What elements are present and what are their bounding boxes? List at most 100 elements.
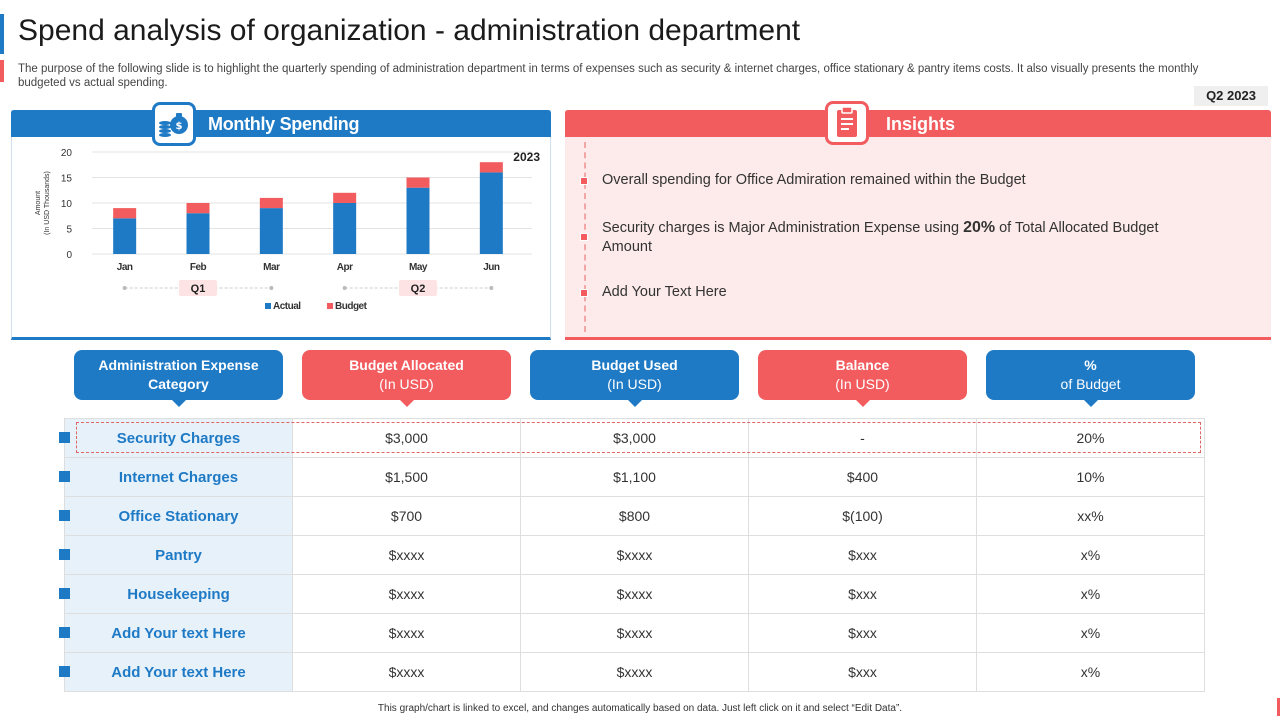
chart-bar-budget bbox=[259, 197, 283, 209]
budget-used-cell: $xxxx bbox=[520, 613, 749, 653]
chart-group-dot bbox=[122, 286, 127, 290]
chart-legend-swatch bbox=[265, 303, 271, 309]
clipboard-icon bbox=[825, 101, 869, 145]
insight-item: Add Your Text Here bbox=[602, 283, 1162, 302]
insight-bullet bbox=[580, 233, 588, 241]
chart-y-axis-label: Amount bbox=[35, 191, 42, 215]
chart-y-tick-label: 10 bbox=[61, 199, 73, 210]
row-marker bbox=[59, 627, 70, 638]
insight-bullet bbox=[580, 177, 588, 185]
expense-table: Security Charges $3,000 $3,000 - 20% Int… bbox=[64, 418, 1205, 692]
table-row: Add Your text Here $xxxx $xxxx $xxx x% bbox=[64, 652, 1205, 692]
insight-text: Add Your Text Here bbox=[602, 284, 727, 300]
budget-used-cell: $800 bbox=[520, 496, 749, 536]
monthly-spending-title: Monthly Spending bbox=[208, 114, 360, 134]
monthly-spending-chart: 2023 0 5 10 15 20 Amount (In USD Thousands) Jan F… bbox=[35, 148, 540, 312]
chart-bar-budget bbox=[186, 203, 210, 214]
category-cell: Housekeeping bbox=[64, 574, 293, 614]
chart-group-label: Q1 bbox=[191, 283, 206, 295]
chart-year-label: 2023 bbox=[513, 150, 540, 164]
percent-budget-cell: 10% bbox=[976, 457, 1205, 497]
balance-cell: $xxx bbox=[748, 535, 977, 575]
column-header-sub: of Budget bbox=[1060, 376, 1121, 392]
insight-text: Overall spending for Office Admiration r… bbox=[602, 172, 1026, 188]
corner-accent bbox=[1277, 698, 1280, 716]
chart-x-tick-label: Apr bbox=[337, 262, 353, 273]
percent-budget-cell: x% bbox=[976, 613, 1205, 653]
table-row: Office Stationary $700 $800 $(100) xx% bbox=[64, 496, 1205, 536]
chart-y-tick-label: 0 bbox=[66, 250, 72, 261]
insight-highlight-value: 20% bbox=[963, 219, 996, 236]
table-row: Add Your text Here $xxxx $xxxx $xxx x% bbox=[64, 613, 1205, 653]
chart-group-badge bbox=[399, 280, 437, 296]
chart-bar-budget bbox=[333, 192, 357, 203]
insight-item: Security charges is Major Administration… bbox=[602, 218, 1162, 257]
insights-title: Insights bbox=[886, 114, 956, 134]
budget-used-cell: $xxxx bbox=[520, 652, 749, 692]
chart-y-tick-label: 5 bbox=[66, 225, 72, 236]
insights-panel: Insights Overall spending for Office Adm… bbox=[565, 101, 1271, 340]
percent-budget-cell: x% bbox=[976, 652, 1205, 692]
percent-budget-cell: x% bbox=[976, 535, 1205, 575]
insight-text-prefix: Security charges is Major Administration… bbox=[602, 220, 964, 236]
monthly-spending-header: Monthly Spending bbox=[11, 110, 551, 137]
chart-x-tick-label: Jan bbox=[117, 262, 133, 273]
budget-allocated-cell: $xxxx bbox=[292, 613, 521, 653]
column-header-sub: (In USD) bbox=[607, 376, 662, 392]
category-cell: Add Your text Here bbox=[64, 613, 293, 653]
svg-text:$: $ bbox=[176, 121, 183, 132]
row-marker bbox=[59, 471, 70, 482]
budget-used-cell: $1,100 bbox=[520, 457, 749, 497]
chart-x-tick-label: Mar bbox=[263, 262, 280, 273]
budget-allocated-cell: $xxxx bbox=[292, 652, 521, 692]
column-header-main: Budget Allocated bbox=[349, 357, 464, 373]
chart-group-dot bbox=[489, 286, 494, 290]
chart-bar-budget bbox=[479, 162, 503, 173]
row-marker bbox=[59, 510, 70, 521]
insight-text-suffix: of Total Allocated Budget Amount bbox=[602, 220, 1159, 255]
column-header-balance: Balance (In USD) bbox=[758, 350, 967, 407]
budget-used-cell: $xxxx bbox=[520, 574, 749, 614]
chart-bar-actual bbox=[259, 208, 283, 254]
chart-group-badge bbox=[179, 280, 217, 296]
row-marker bbox=[59, 432, 70, 443]
chart-bar-budget bbox=[406, 177, 430, 188]
budget-used-cell: $3,000 bbox=[520, 418, 749, 458]
chart-bar-actual bbox=[479, 172, 503, 254]
column-header-budget-used: Budget Used (In USD) bbox=[530, 350, 739, 407]
budget-allocated-cell: $xxxx bbox=[292, 535, 521, 575]
chart-legend-label: Budget bbox=[335, 301, 368, 312]
chart-legend-swatch bbox=[327, 303, 333, 309]
column-header-main: Budget Used bbox=[591, 357, 678, 373]
category-cell: Office Stationary bbox=[64, 496, 293, 536]
footer-note: This graph/chart is linked to excel, and… bbox=[377, 703, 903, 714]
table-row: Internet Charges $1,500 $1,100 $400 10% bbox=[64, 457, 1205, 497]
chart-group-dot bbox=[269, 286, 274, 290]
chart-bar-budget bbox=[113, 208, 137, 219]
chart-x-tick-label: Jun bbox=[483, 262, 500, 273]
budget-allocated-cell: $700 bbox=[292, 496, 521, 536]
column-header-main: % bbox=[1084, 357, 1097, 373]
chart-x-tick-label: May bbox=[409, 262, 428, 273]
insights-header: Insights bbox=[565, 110, 1271, 137]
percent-budget-cell: xx% bbox=[976, 496, 1205, 536]
budget-allocated-cell: $xxxx bbox=[292, 574, 521, 614]
category-cell: Internet Charges bbox=[64, 457, 293, 497]
chart-legend-label: Actual bbox=[273, 301, 301, 312]
chart-y-axis-label: (In USD Thousands) bbox=[44, 171, 51, 235]
balance-cell: $xxx bbox=[748, 574, 977, 614]
chart-group-dot bbox=[342, 286, 347, 290]
chart-group-label: Q2 bbox=[411, 283, 426, 295]
chart-y-tick-label: 15 bbox=[61, 174, 73, 185]
monthly-spending-panel: Monthly Spending $ 2023 0 5 10 15 20 Amount (In… bbox=[11, 102, 551, 340]
column-header-main: Administration Expense Category bbox=[98, 357, 259, 392]
column-header-sub: (In USD) bbox=[379, 376, 434, 392]
percent-budget-cell: x% bbox=[976, 574, 1205, 614]
column-header-main: Balance bbox=[835, 357, 890, 373]
column-header-percent-budget: % of Budget bbox=[986, 350, 1195, 407]
chart-x-tick-label: Feb bbox=[190, 262, 207, 273]
category-cell: Pantry bbox=[64, 535, 293, 575]
chart-bar-actual bbox=[186, 213, 210, 254]
insight-item: Overall spending for Office Admiration r… bbox=[602, 171, 1162, 190]
budget-used-cell: $xxxx bbox=[520, 535, 749, 575]
